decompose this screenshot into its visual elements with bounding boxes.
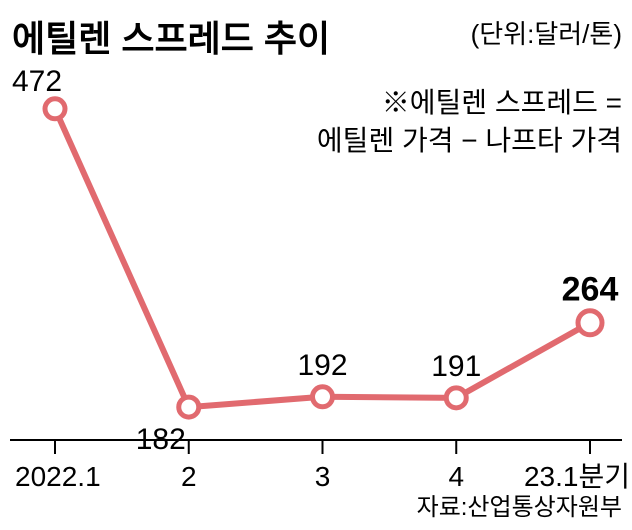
svg-text:182: 182 (136, 423, 186, 456)
svg-text:2022.1: 2022.1 (15, 461, 101, 492)
svg-text:3: 3 (315, 461, 331, 492)
svg-text:191: 191 (431, 350, 481, 383)
svg-text:2: 2 (181, 461, 197, 492)
svg-text:264: 264 (562, 271, 619, 309)
svg-text:192: 192 (297, 349, 347, 382)
line-chart: 4721821921912642022.123423.1분기 (0, 0, 632, 530)
svg-text:472: 472 (12, 65, 62, 98)
source-label: 자료:산업통상자원부 (417, 487, 622, 522)
